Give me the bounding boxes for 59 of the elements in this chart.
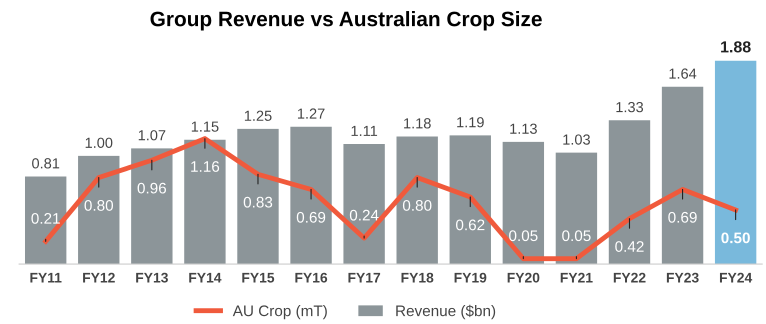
bar (714, 60, 756, 264)
data-label: 0.05 (562, 230, 591, 242)
data-label: 1.16 (191, 161, 220, 172)
data-label: 1.27 (298, 108, 325, 119)
bar (662, 86, 704, 264)
data-label: 0.80 (84, 200, 114, 211)
data-label: 1.19 (457, 117, 484, 128)
data-label: 1.33 (616, 102, 644, 112)
data-label: 1.03 (563, 134, 590, 145)
bar (343, 144, 385, 264)
x-tick-label: FY24 (720, 272, 752, 282)
x-tick-label: FY20 (508, 272, 540, 283)
bar (131, 148, 173, 264)
data-label: 0.69 (668, 212, 697, 223)
legend-label: Revenue ($bn) (396, 304, 496, 320)
bar (24, 176, 66, 264)
x-tick-label: FY17 (348, 272, 380, 282)
data-label: 0.21 (31, 213, 60, 224)
x-tick-label: FY23 (666, 272, 699, 283)
data-label: 1.13 (510, 124, 537, 134)
data-label: 0.62 (456, 219, 484, 230)
x-tick-label: FY19 (454, 272, 486, 283)
data-label: 1.25 (244, 110, 272, 121)
legend-label: AU Crop (mT) (232, 305, 327, 320)
bar (237, 128, 279, 264)
bar (450, 135, 491, 264)
data-label: 0.96 (138, 182, 166, 194)
data-label: 1.00 (86, 138, 112, 148)
data-label: 0.05 (509, 230, 538, 242)
data-label: 0.81 (32, 158, 60, 169)
data-label: 0.24 (350, 210, 379, 221)
x-tick-label: FY11 (30, 272, 62, 282)
data-label: 0.83 (244, 196, 272, 208)
data-label: 1.15 (192, 122, 218, 132)
x-tick-label: FY14 (189, 272, 222, 282)
data-label: 1.64 (669, 68, 696, 79)
x-tick-label: FY21 (560, 272, 593, 282)
bar (290, 126, 332, 264)
data-label: 0.42 (615, 241, 644, 252)
data-label: 1.11 (352, 126, 378, 136)
data-label: 0.69 (296, 212, 326, 223)
bar (502, 142, 544, 264)
bar (396, 136, 438, 264)
x-tick-label: FY18 (402, 272, 434, 283)
x-tick-label: FY12 (83, 272, 115, 282)
x-tick-label: FY15 (242, 272, 274, 283)
data-label: 0.50 (721, 232, 750, 244)
data-label: 1.88 (721, 41, 751, 53)
bar (608, 120, 650, 264)
data-label: 0.80 (402, 200, 432, 211)
data-label: 1.07 (138, 130, 166, 140)
bar (556, 152, 598, 264)
bar (78, 156, 120, 264)
chart-title: Group Revenue vs Australian Crop Size (150, 11, 542, 30)
x-tick-label: FY22 (614, 272, 646, 282)
x-tick-label: FY13 (136, 272, 168, 283)
bar (184, 140, 226, 264)
x-tick-label: FY16 (295, 272, 328, 283)
data-label: 1.18 (404, 118, 431, 128)
